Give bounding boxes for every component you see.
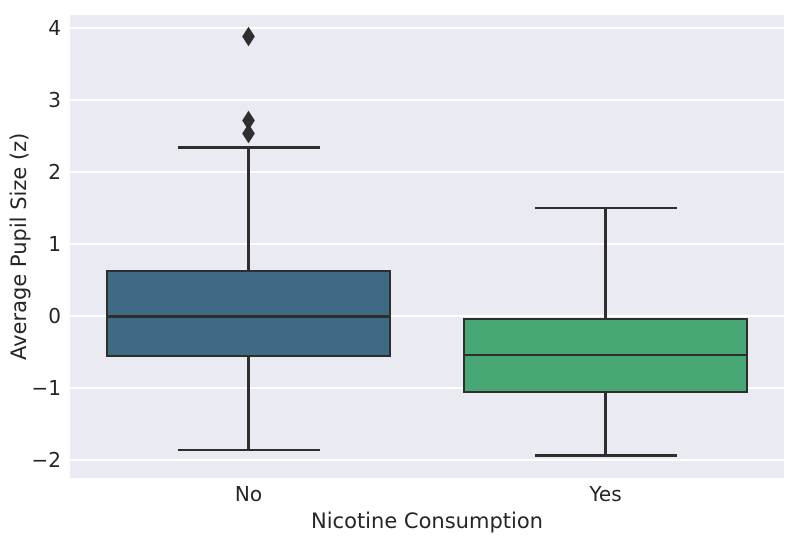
gridline [70,171,784,173]
y-tick-label: 0 [48,303,61,328]
x-axis-title: Nicotine Consumption [311,509,543,533]
plot-area [70,15,784,478]
y-tick-label: 4 [48,15,61,40]
outlier-diamond [242,26,255,47]
gridline [70,387,784,389]
y-tick-label: −2 [31,447,61,472]
gridline [70,315,784,317]
x-tick-label: Yes [589,482,622,506]
box-no [106,269,391,358]
outlier-diamond [242,110,255,131]
whisker-upper [604,207,607,319]
whisker-cap-top [534,206,677,210]
whisker-cap-bottom [534,454,677,457]
gridline [70,99,784,101]
whisker-cap-bottom [177,448,320,452]
median-line [463,353,748,357]
y-tick-label: −1 [31,375,61,400]
y-tick-label: 2 [48,159,61,184]
whisker-upper [247,147,250,270]
median-line [106,315,391,318]
y-tick-label: 3 [48,87,61,112]
x-tick-label: No [234,482,263,506]
gridline [70,459,784,461]
y-tick-label: 1 [48,231,61,256]
whisker-cap-top [177,146,320,149]
whisker-lower [247,357,250,450]
gridline [70,243,784,245]
whisker-lower [604,393,607,456]
gridline [70,27,784,29]
